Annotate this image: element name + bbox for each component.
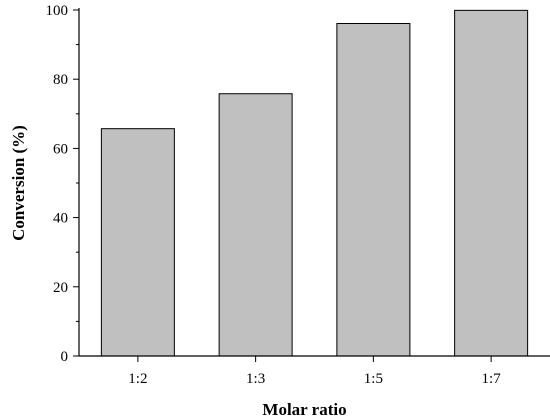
- y-axis-ticks: 0 20 40 60 80 100: [46, 3, 79, 365]
- y-tick-label: 20: [53, 280, 68, 296]
- bars-group: [100, 9, 529, 357]
- bar-1-5: [336, 22, 411, 357]
- y-tick-label: 60: [53, 141, 68, 157]
- x-tick-label: 1:7: [482, 371, 502, 387]
- y-tick-label: 0: [61, 349, 69, 365]
- x-tick-label: 1:3: [246, 371, 265, 387]
- x-tick-label: 1:2: [128, 371, 147, 387]
- y-tick-label: 100: [46, 3, 69, 19]
- y-axis-title: Conversion (%): [9, 125, 28, 241]
- x-axis-ticks: 1:2 1:3 1:5 1:7: [128, 356, 501, 387]
- bar-1-7: [454, 9, 529, 357]
- y-tick-label: 40: [53, 211, 68, 227]
- bar-1-2: [100, 128, 175, 357]
- x-tick-label: 1:5: [364, 371, 383, 387]
- bar-1-3: [218, 93, 293, 357]
- x-axis-title: Molar ratio: [262, 400, 346, 419]
- y-tick-label: 80: [53, 72, 68, 88]
